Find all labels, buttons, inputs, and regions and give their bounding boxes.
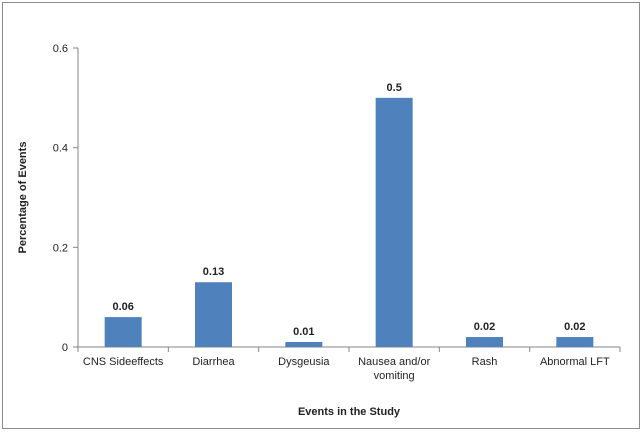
data-labels: 0.06 0.13 0.01 0.5 0.02 0.02 bbox=[112, 82, 585, 338]
data-label: 0.06 bbox=[112, 301, 133, 313]
category-labels: CNS Sideeffects Diarrhea Dysgeusia Nausea a… bbox=[83, 356, 610, 382]
category-label: Rash bbox=[472, 356, 498, 368]
data-label: 0.02 bbox=[474, 321, 495, 333]
y-axis-title: Percentage of Events bbox=[17, 142, 29, 254]
data-label: 0.02 bbox=[564, 321, 585, 333]
bar bbox=[285, 342, 323, 347]
category-label: Nausea and/or bbox=[358, 356, 430, 368]
category-label: CNS Sideeffects bbox=[83, 356, 164, 368]
bar bbox=[556, 337, 594, 347]
x-axis-title: Events in the Study bbox=[298, 406, 401, 418]
y-tick-label: 0 bbox=[62, 342, 68, 354]
category-label: Abnormal LFT bbox=[540, 356, 610, 368]
category-label: Dysgeusia bbox=[278, 356, 330, 368]
data-label: 0.01 bbox=[293, 326, 314, 338]
x-axis bbox=[77, 346, 621, 352]
bar bbox=[195, 282, 232, 347]
y-tick-label: 0.4 bbox=[53, 143, 68, 155]
category-label: vomiting bbox=[374, 370, 415, 382]
y-tick-label: 0.2 bbox=[53, 242, 68, 254]
bar bbox=[466, 337, 503, 347]
y-axis: 0 0.2 0.4 0.6 bbox=[53, 43, 79, 354]
chart-frame bbox=[2, 2, 640, 429]
bar bbox=[104, 317, 142, 347]
data-label: 0.13 bbox=[203, 266, 224, 278]
data-label: 0.5 bbox=[387, 82, 402, 94]
bar bbox=[375, 97, 413, 347]
category-label: Diarrhea bbox=[192, 356, 235, 368]
bars bbox=[104, 97, 594, 347]
y-tick-label: 0.6 bbox=[53, 43, 68, 55]
